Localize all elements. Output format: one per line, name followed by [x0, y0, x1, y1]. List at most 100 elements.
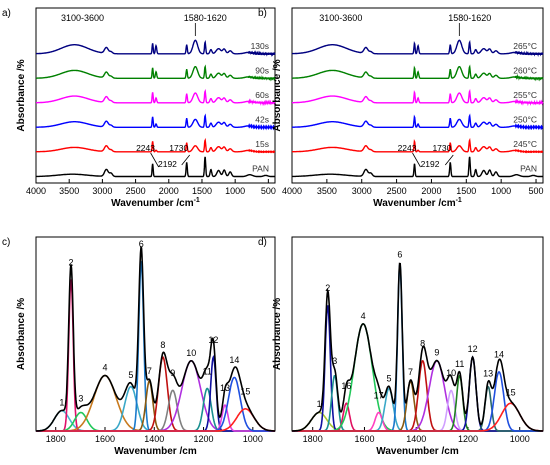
x-axis-label-text: Wavenumber /cm [111, 198, 194, 209]
x-axis-label-superscript: -1 [456, 197, 462, 204]
envelope-line [291, 262, 544, 432]
peak-label: 1 [59, 397, 64, 407]
x-axis-label-superscript: -1 [194, 197, 200, 204]
series-line-42s [36, 113, 276, 131]
panel-a: a) 4000 3500 3000 2500 2000 1500 1000 500 Wavenum… [2, 7, 276, 209]
y-axis-label: Absorbance /% [16, 59, 27, 131]
series-line-260°C [292, 64, 544, 82]
peak-annotation: 1730 [432, 143, 451, 153]
peak-label: 12 [208, 335, 218, 345]
panel-label: c) [2, 237, 10, 248]
peak-label: 9 [170, 368, 175, 378]
x-tick-label: 4000 [26, 186, 46, 196]
panel-label: b) [258, 8, 267, 19]
x-tick-label: 500 [529, 186, 544, 196]
series-line-90s [36, 64, 276, 82]
x-tick-label: 2500 [126, 186, 146, 196]
annotation-arrow [181, 154, 191, 166]
x-tick-label: 1400 [144, 434, 164, 444]
peak-label: 10 [186, 348, 196, 358]
peak-label: 16 [341, 381, 351, 391]
series-label: PAN [520, 164, 537, 174]
annotation-arrow [150, 152, 159, 168]
x-tick-label: 1500 [456, 186, 476, 196]
series-label: 245°C [513, 139, 537, 149]
x-tick-label: 1400 [406, 434, 426, 444]
x-tick-label: 1000 [491, 186, 511, 196]
peak-label: 8 [420, 339, 425, 349]
peak-label: 2 [325, 283, 330, 293]
x-tick-label: 1600 [354, 434, 374, 444]
peak-label: 13 [220, 383, 230, 393]
peak-annotation: 2243 [136, 143, 155, 153]
peak-annotation: 2192 [421, 159, 440, 169]
series-label: PAN [252, 164, 269, 174]
peak-label: 5 [128, 370, 133, 380]
peak-label: 4 [361, 311, 366, 321]
x-tick-label: 2000 [159, 186, 179, 196]
x-axis-label: Wavenumber /cm [376, 446, 459, 457]
x-tick-label: 3000 [352, 186, 372, 196]
x-tick-label: 3500 [59, 186, 79, 196]
x-axis-label: Wavenumber /cm [114, 446, 197, 457]
y-axis-label: Absorbance /% [272, 59, 283, 131]
peak-label: 11 [203, 366, 212, 376]
y-axis-label: Absorbance /% [272, 298, 283, 370]
peak-label: 15 [506, 388, 516, 398]
peak-label: 2 [68, 257, 73, 267]
peak-label: 14 [229, 355, 239, 365]
region-label: 3100-3600 [61, 13, 104, 23]
series-line-130s [35, 39, 276, 57]
series-line-60s [36, 88, 276, 107]
series-line-255°C [292, 88, 544, 107]
peak-component-15 [36, 407, 275, 432]
peak-label: 9 [434, 348, 439, 358]
peak-label: 4 [102, 363, 107, 373]
plot-frame [35, 7, 276, 184]
series-line-15s [36, 137, 276, 154]
peak-label: 17 [374, 390, 384, 400]
peak-label: 12 [468, 344, 478, 354]
peak-label: 7 [408, 367, 413, 377]
x-axis-label: Wavenumber /cm-1 [373, 197, 462, 209]
x-tick-label: 1600 [95, 434, 115, 444]
series-label: 15s [255, 139, 269, 149]
series-line-PAN [36, 156, 275, 178]
series-label: 42s [255, 115, 269, 125]
panel-b: b) 4000 3500 3000 2500 2000 1500 1000 500 Wavenum… [258, 7, 544, 209]
series-line-265°C [292, 39, 544, 57]
x-tick-label: 3500 [317, 186, 337, 196]
peak-label: 6 [397, 250, 402, 260]
x-axis-label-text: Wavenumber /cm [373, 198, 456, 209]
x-tick-label: 2500 [387, 186, 407, 196]
series-label: 60s [255, 90, 269, 100]
peak-label: 11 [455, 359, 464, 369]
peak-component-15 [292, 402, 544, 432]
peak-label: 1 [317, 399, 322, 409]
series-label: 90s [255, 66, 269, 76]
peak-label: 6 [139, 239, 144, 249]
panel-c: c) 1800 1600 1400 1200 1000 Wavenumber /cm Abso… [2, 236, 276, 457]
x-tick-label: 1000 [225, 186, 245, 196]
peak-label: 7 [147, 366, 152, 376]
series-line-250°C [292, 113, 544, 131]
x-tick-label: 500 [261, 186, 276, 196]
x-tick-label: 1200 [458, 434, 478, 444]
peak-label: 15 [240, 387, 250, 397]
x-tick-label: 2000 [421, 186, 441, 196]
peak-annotation: 1730 [169, 143, 188, 153]
peak-label: 3 [78, 394, 83, 404]
annotation-arrow [444, 154, 454, 166]
panel-label: d) [258, 237, 267, 248]
x-tick-label: 3000 [92, 186, 112, 196]
peak-label: 3 [332, 356, 337, 366]
x-tick-label: 1200 [194, 434, 214, 444]
region-label: 3100-3600 [319, 13, 362, 23]
peak-annotation: 2243 [398, 143, 417, 153]
y-axis-label: Absorbance /% [16, 298, 27, 370]
plot-frame [291, 7, 544, 184]
x-tick-label: 1800 [303, 434, 323, 444]
series-label: 260°C [513, 66, 537, 76]
annotation-arrow [412, 152, 421, 168]
